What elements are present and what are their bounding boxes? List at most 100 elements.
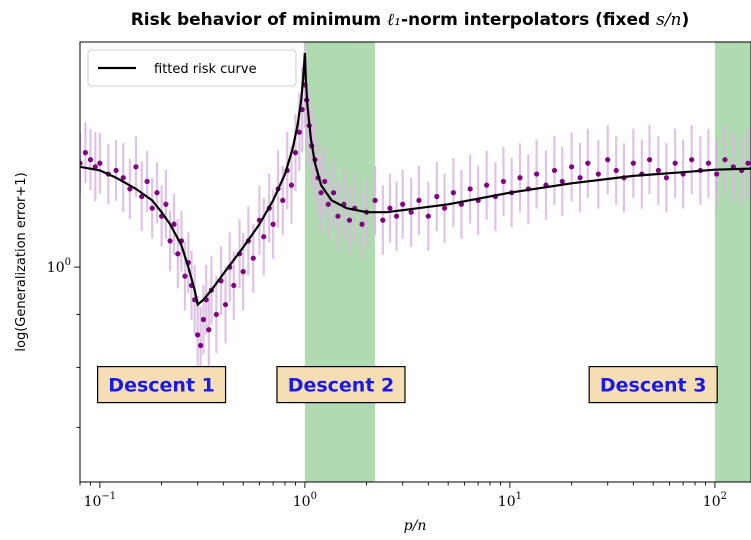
x-axis: 10−1 100 101 102 — [79, 482, 727, 510]
data-point — [325, 201, 331, 207]
data-point — [270, 221, 276, 227]
shaded-regions — [304, 42, 751, 482]
data-point — [335, 213, 341, 219]
legend: fitted risk curve — [87, 49, 297, 87]
data-point — [500, 178, 507, 185]
x-tick-label: 102 — [703, 491, 727, 510]
legend-box — [87, 49, 297, 87]
data-point — [171, 221, 177, 227]
data-point — [288, 182, 295, 188]
region-labels: Descent 1 Descent 2 Descent 3 — [96, 366, 718, 404]
data-point — [198, 342, 204, 349]
shaded-region-2 — [714, 42, 751, 482]
x-axis-label: p/n — [404, 518, 427, 534]
y-axis: 100 — [47, 257, 80, 428]
data-point — [87, 157, 94, 163]
error-bars — [80, 42, 750, 385]
legend-label: fitted risk curve — [154, 62, 257, 77]
data-point — [261, 234, 267, 240]
data-point — [585, 160, 591, 166]
data-point — [206, 327, 212, 333]
data-point — [167, 238, 173, 244]
data-point — [144, 178, 150, 185]
region-label-box-3 — [588, 366, 718, 404]
data-point — [97, 160, 103, 166]
data-point — [133, 164, 139, 170]
data-point — [416, 197, 422, 203]
data-point — [408, 209, 414, 215]
data-point — [484, 182, 490, 188]
data-point — [250, 255, 256, 261]
data-point — [372, 197, 378, 203]
data-point — [450, 190, 456, 196]
data-point — [82, 150, 88, 156]
data-point — [296, 129, 302, 135]
data-point — [163, 201, 169, 207]
y-axis-label: log(Generalization error+1) — [14, 172, 29, 351]
data-point — [400, 201, 406, 207]
data-point — [231, 282, 237, 289]
data-point — [380, 217, 386, 223]
x-tick-label: 10−1 — [84, 491, 117, 510]
data-point — [630, 160, 636, 166]
data-point — [292, 150, 299, 156]
data-point — [195, 332, 201, 338]
region-label-3: Descent 3 — [600, 375, 707, 397]
data-point — [120, 175, 126, 181]
data-point — [127, 186, 133, 192]
data-point — [689, 157, 695, 163]
data-point — [613, 167, 619, 174]
data-point — [175, 251, 181, 257]
data-point — [646, 157, 653, 163]
fitted-risk-curve-line — [80, 52, 751, 307]
data-point — [663, 175, 669, 181]
data-point — [92, 164, 98, 170]
data-point — [149, 205, 155, 211]
data-point — [534, 171, 540, 177]
data-point — [213, 311, 219, 318]
data-point — [605, 157, 611, 163]
data-point — [322, 178, 328, 185]
region-label-box-1 — [96, 366, 227, 404]
data-point — [318, 190, 324, 196]
data-point — [425, 213, 431, 219]
data-point — [240, 269, 246, 275]
data-point — [359, 221, 365, 227]
data-point — [80, 160, 83, 166]
region-label-1: Descent 1 — [108, 375, 215, 397]
data-point — [467, 186, 473, 192]
data-point — [595, 171, 601, 177]
region-label-2: Descent 2 — [288, 375, 395, 397]
data-point — [387, 205, 393, 211]
data-point — [577, 175, 583, 181]
data-point — [113, 167, 119, 174]
data-point — [154, 190, 160, 196]
data-point — [559, 178, 565, 185]
data-point — [222, 301, 229, 308]
data-point — [655, 167, 661, 174]
shaded-region-1 — [304, 42, 376, 482]
region-label-box-2 — [276, 366, 406, 404]
data-point — [346, 217, 353, 223]
data-point — [434, 193, 440, 200]
data-point — [745, 160, 751, 166]
data-point — [182, 273, 188, 279]
data-point — [139, 193, 145, 200]
data-point — [569, 164, 575, 170]
data-point — [722, 157, 728, 163]
data-point — [714, 171, 720, 177]
data-points — [80, 82, 751, 349]
data-point — [551, 167, 558, 174]
data-point — [441, 205, 448, 211]
data-point — [280, 197, 286, 203]
plot-frame — [79, 41, 751, 483]
x-tick-label: 101 — [498, 491, 522, 510]
data-point — [200, 316, 207, 323]
data-point — [705, 160, 712, 166]
data-point — [393, 213, 400, 219]
data-point — [330, 190, 337, 196]
data-point — [672, 160, 678, 166]
data-point — [517, 175, 523, 181]
x-tick-label: 100 — [293, 491, 317, 510]
